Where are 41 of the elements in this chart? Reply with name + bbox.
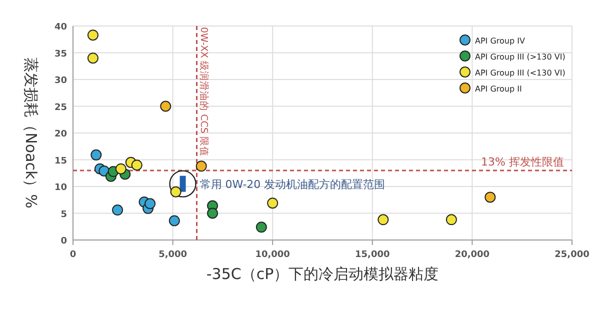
annotation: 常用 0W-20 发动机油配方的配置范围 [200, 178, 386, 191]
y-tick-label: 0 [60, 236, 67, 246]
ref-line-label: 0W-XX 级润滑油的 CCS 限值 [198, 27, 210, 156]
y-tick-label: 25 [54, 102, 67, 113]
point [196, 160, 207, 172]
point [160, 100, 172, 112]
point [168, 215, 180, 226]
legend-label: API Group II [475, 84, 522, 94]
y-tick-label: 20 [54, 130, 67, 140]
legend-label: API Group IV [475, 36, 526, 46]
x-tick-label: 15,000 [355, 250, 390, 260]
point [170, 186, 182, 198]
point [90, 149, 102, 160]
legend-label: API Group III (>130 VI) [475, 52, 566, 62]
point [378, 214, 389, 226]
point [112, 204, 124, 216]
x-tick-label: 0 [70, 250, 76, 260]
point [484, 192, 496, 203]
point [87, 30, 98, 41]
point [115, 163, 126, 174]
ref-line-label: 13% 挥发性限值 [481, 155, 564, 168]
y-tick-label: 30 [54, 76, 67, 86]
y-tick-label: 40 [54, 22, 67, 32]
y-tick-label: 10 [54, 183, 67, 193]
point [446, 214, 457, 226]
point [207, 208, 218, 219]
x-tick-label: 20,000 [454, 250, 490, 260]
point [87, 52, 98, 64]
x-tick-label: 10,000 [255, 250, 290, 260]
y-axis-title: 蒸发损耗（Noack）% [22, 58, 40, 208]
x-axis-title: -35C（cP）下的冷启动模拟器粘度 [206, 265, 439, 283]
x-tick-label: 25,000 [554, 250, 590, 260]
y-tick-label: 5 [60, 210, 67, 220]
y-tick-label: 15 [54, 156, 67, 166]
legend-label: API Group III (<130 VI) [475, 68, 566, 78]
point [144, 198, 156, 210]
point [267, 198, 278, 209]
x-tick-label: 5,000 [158, 250, 188, 260]
point [256, 222, 267, 233]
y-tick-label: 35 [54, 49, 67, 60]
point [131, 160, 142, 171]
